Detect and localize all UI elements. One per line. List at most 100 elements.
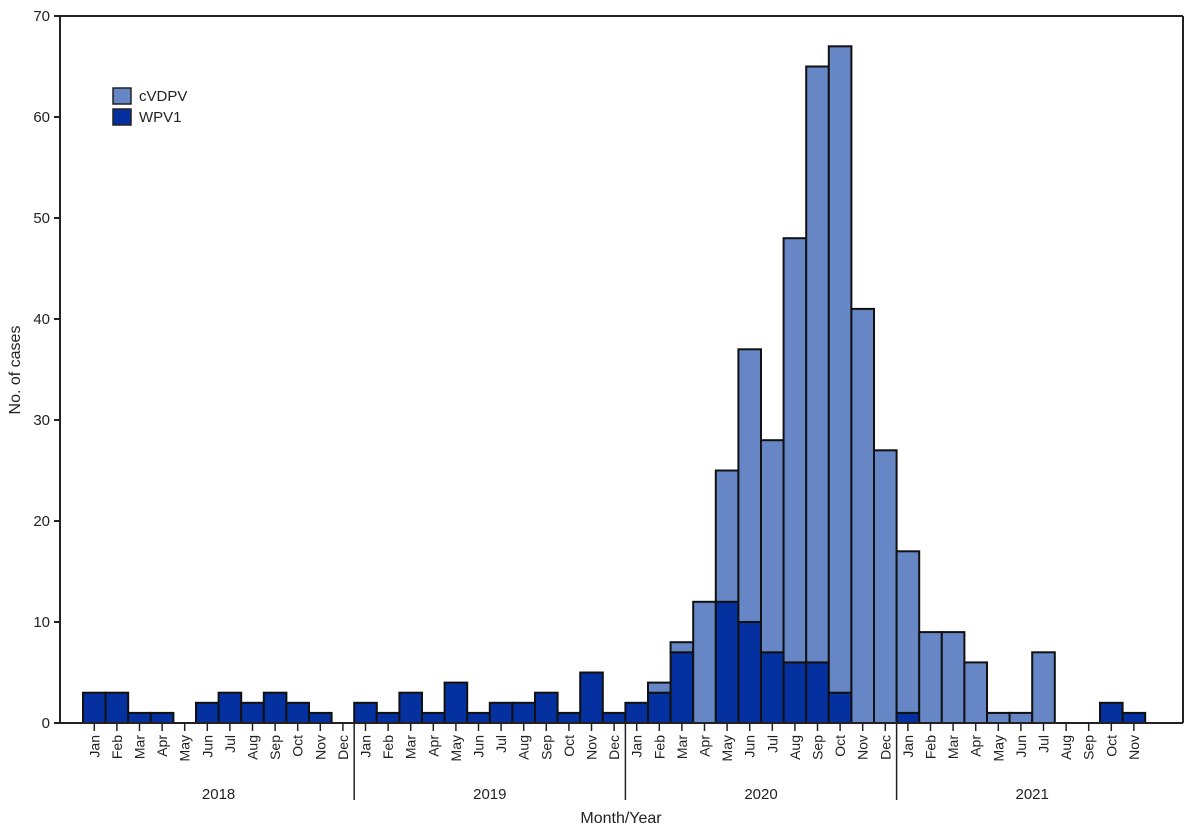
x-tick-label: Feb bbox=[923, 735, 939, 759]
bar-wpv1-jun-2020 bbox=[737, 621, 763, 724]
x-tick-label: Sep bbox=[1081, 735, 1097, 760]
x-tick-label: Oct bbox=[1103, 735, 1119, 757]
bar-wpv1-jan-2020 bbox=[624, 701, 650, 724]
bar-wpv1-oct-2021 bbox=[1099, 701, 1124, 724]
bar-wpv1-mar-2018 bbox=[127, 711, 152, 725]
bar-wpv1-mar-2019 bbox=[398, 691, 423, 725]
x-tick-label: Jan bbox=[86, 735, 102, 758]
x-tick-label: Jun bbox=[471, 735, 487, 758]
x-tick-label: Mar bbox=[132, 735, 148, 759]
x-tick-label: Mar bbox=[674, 735, 690, 759]
x-tick-label: Dec bbox=[606, 735, 622, 760]
x-tick-label: Dec bbox=[335, 735, 351, 760]
legend-label-wpv1: WPV1 bbox=[139, 109, 182, 126]
x-tick-label: Sep bbox=[267, 735, 283, 760]
x-tick-label: Jul bbox=[1036, 735, 1052, 753]
x-tick-label: Feb bbox=[380, 735, 396, 759]
x-tick-label: Sep bbox=[538, 735, 554, 760]
x-tick-label: Jul bbox=[493, 735, 509, 753]
x-tick-label: Jun bbox=[742, 735, 758, 758]
bar-cvdpv-sep-2020 bbox=[805, 65, 830, 664]
bar-wpv1-nov-2018 bbox=[308, 711, 333, 725]
bar-wpv1-nov-2019 bbox=[579, 671, 604, 724]
x-tick-label: Nov bbox=[312, 735, 328, 760]
legend: cVDPV WPV1 bbox=[112, 87, 187, 126]
bar-cvdpv-may-2021 bbox=[986, 711, 1011, 725]
x-tick-label: Dec bbox=[877, 735, 893, 760]
bar-cvdpv-feb-2021 bbox=[918, 631, 943, 724]
x-tick-label: Mar bbox=[403, 735, 419, 759]
bar-wpv1-jun-2018 bbox=[195, 701, 220, 724]
bar-wpv1-feb-2020 bbox=[647, 691, 672, 725]
bar-wpv1-jul-2018 bbox=[217, 691, 243, 725]
bar-wpv1-sep-2019 bbox=[534, 691, 559, 725]
legend-label-cvdpv: cVDPV bbox=[139, 88, 187, 105]
y-tick-label: 60 bbox=[33, 109, 50, 126]
bar-wpv1-feb-2019 bbox=[375, 711, 401, 725]
year-label: 2018 bbox=[202, 786, 235, 803]
x-tick-label: Jul bbox=[764, 735, 780, 753]
x-tick-label: Jan bbox=[358, 735, 374, 758]
bar-cvdpv-oct-2020 bbox=[827, 45, 853, 694]
x-tick-label: Aug bbox=[516, 735, 532, 760]
x-tick-label: Apr bbox=[154, 735, 170, 757]
y-tick-label: 70 bbox=[33, 8, 50, 25]
bar-cvdpv-apr-2021 bbox=[963, 661, 989, 725]
legend-swatch-wpv1 bbox=[112, 108, 132, 126]
x-tick-label: Apr bbox=[697, 735, 713, 757]
x-tick-label: Feb bbox=[651, 735, 667, 759]
x-tick-label: May bbox=[990, 735, 1006, 761]
bar-wpv1-dec-2019 bbox=[601, 711, 627, 725]
x-tick-label: Oct bbox=[561, 735, 577, 757]
bar-wpv1-aug-2020 bbox=[782, 661, 808, 725]
year-label: 2020 bbox=[744, 786, 777, 803]
x-tick-label: Nov bbox=[584, 735, 600, 760]
bar-wpv1-nov-2021 bbox=[1121, 711, 1147, 725]
bar-cvdpv-may-2020 bbox=[714, 469, 740, 603]
bar-wpv1-may-2020 bbox=[714, 600, 740, 724]
bar-wpv1-jan-2019 bbox=[353, 701, 378, 724]
bar-wpv1-oct-2019 bbox=[556, 711, 582, 725]
bar-wpv1-apr-2018 bbox=[149, 711, 175, 725]
x-tick-label: Jun bbox=[1013, 735, 1029, 758]
x-tick-label: Oct bbox=[290, 735, 306, 757]
x-tick-label: Jan bbox=[900, 735, 916, 758]
bar-wpv1-aug-2018 bbox=[240, 701, 265, 724]
bar-wpv1-aug-2019 bbox=[511, 701, 537, 724]
bar-wpv1-oct-2020 bbox=[827, 691, 853, 725]
y-axis-label: No. of cases bbox=[7, 326, 24, 415]
bar-cvdpv-jul-2021 bbox=[1031, 651, 1056, 724]
x-tick-label: Sep bbox=[810, 735, 826, 760]
bar-wpv1-sep-2018 bbox=[262, 691, 288, 725]
bar-wpv1-feb-2018 bbox=[104, 691, 130, 725]
bar-wpv1-oct-2018 bbox=[285, 701, 310, 724]
x-tick-label: Mar bbox=[945, 735, 961, 759]
y-tick-label: 10 bbox=[33, 614, 50, 631]
y-tick-label: 0 bbox=[42, 715, 50, 732]
bar-wpv1-jul-2019 bbox=[488, 701, 514, 724]
x-tick-label: Apr bbox=[968, 735, 984, 757]
x-tick-label: Nov bbox=[1126, 735, 1142, 760]
bar-wpv1-jan-2018 bbox=[82, 691, 107, 725]
bar-wpv1-sep-2020 bbox=[805, 661, 830, 725]
bar-wpv1-jun-2019 bbox=[466, 711, 491, 725]
y-tick-label: 50 bbox=[33, 210, 50, 227]
y-tick-label: 30 bbox=[33, 412, 50, 429]
x-tick-label: Jan bbox=[629, 735, 645, 758]
bar-wpv1-mar-2020 bbox=[669, 651, 695, 724]
y-tick-label: 20 bbox=[33, 513, 50, 530]
x-axis-label: Month/Year bbox=[580, 810, 662, 827]
bar-wpv1-jan-2021 bbox=[895, 711, 921, 725]
x-tick-label: Nov bbox=[855, 735, 871, 760]
year-label: 2021 bbox=[1016, 786, 1049, 803]
bar-cvdpv-aug-2020 bbox=[782, 237, 808, 664]
year-label: 2019 bbox=[473, 786, 506, 803]
bar-cvdpv-jul-2020 bbox=[760, 439, 785, 654]
legend-swatch-cvdpv bbox=[112, 87, 132, 105]
bar-cvdpv-dec-2020 bbox=[873, 449, 898, 724]
bar-cvdpv-jun-2021 bbox=[1008, 711, 1034, 725]
bar-wpv1-apr-2019 bbox=[421, 711, 446, 725]
bar-cvdpv-nov-2020 bbox=[850, 307, 876, 724]
bar-cvdpv-feb-2020 bbox=[647, 681, 672, 694]
